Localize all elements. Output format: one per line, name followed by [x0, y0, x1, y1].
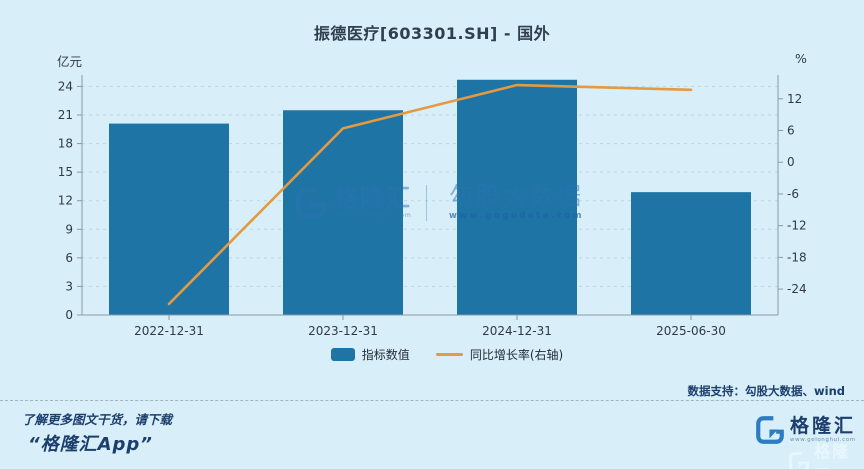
- x-axis-label-2022-12-31: 2022-12-31: [134, 324, 204, 338]
- watermark-partner-text: 勾股大数据: [449, 182, 584, 210]
- right-axis-tick-label: -18: [787, 250, 807, 264]
- gelonghui-logo-icon: [296, 188, 326, 218]
- bar-2024-12-31[interactable]: [457, 79, 577, 315]
- logo-brand-text: 格隆汇: [790, 415, 857, 437]
- left-axis-tick-label: 0: [65, 308, 73, 322]
- right-axis-tick-label: -24: [787, 282, 807, 296]
- left-axis-tick-label: 3: [65, 279, 73, 293]
- left-axis-tick-label: 21: [58, 108, 73, 122]
- left-axis-tick-label: 18: [58, 137, 73, 151]
- left-axis-tick-label: 12: [58, 194, 73, 208]
- bar-2025-06-30[interactable]: [631, 192, 751, 315]
- bar-2023-12-31[interactable]: [283, 110, 403, 315]
- left-axis-tick-label: 9: [65, 222, 73, 236]
- growth-rate-line[interactable]: [167, 83, 693, 306]
- x-axis-label-2025-06-30: 2025-06-30: [656, 324, 726, 338]
- left-axis-tick-label: 6: [65, 251, 73, 265]
- watermark-brand-url: www.gelonghui.com: [334, 212, 412, 219]
- legend-item-bar[interactable]: 指标数值: [330, 346, 410, 363]
- watermark-brand-block: 格隆汇 www.gelonghui.com: [334, 186, 412, 219]
- watermark-partner-url: www.gogudata.com: [449, 211, 584, 221]
- data-support-note: 数据支持：勾股大数据、wind: [687, 384, 845, 398]
- watermark-brand-text: 格隆汇: [334, 184, 412, 212]
- legend-item-line[interactable]: 同比增长率(右轴): [435, 346, 564, 363]
- watermark-partner-block: 勾股大数据 www.gogudata.com: [449, 184, 584, 221]
- legend-line-label: 同比增长率(右轴): [469, 348, 564, 362]
- right-axis-tick-label: 0: [787, 155, 795, 169]
- right-axis-tick-label: -12: [787, 219, 807, 233]
- logo-text-block: 格隆汇 www.gelonghui.com: [790, 416, 856, 443]
- gelonghui-logo-icon: [789, 451, 809, 469]
- line-series-swatch: [435, 353, 463, 356]
- legend-bar-label: 指标数值: [361, 348, 410, 362]
- left-axis-tick-label: 15: [58, 165, 73, 179]
- x-axis-label-2024-12-31: 2024-12-31: [482, 324, 552, 338]
- bar-series-swatch: [330, 348, 355, 361]
- right-axis-tick-label: -6: [787, 187, 799, 201]
- logo-url-text: www.gelonghui.com: [790, 436, 856, 443]
- bar-2022-12-31[interactable]: [109, 123, 229, 315]
- watermark-divider: [426, 184, 427, 221]
- gelonghui-logo-echo: 格隆汇: [789, 438, 864, 469]
- gelonghui-logo-icon: [756, 416, 784, 444]
- footer-dashed-divider: [0, 400, 864, 401]
- left-axis-tick-label: 24: [58, 79, 73, 93]
- x-axis-label-2023-12-31: 2023-12-31: [308, 324, 378, 338]
- chart-title: 振德医疗[603301.SH] - 国外: [313, 24, 551, 43]
- right-axis-tick-label: 6: [787, 124, 795, 138]
- chart-plot-area: 0 3 6 9 12 15 18 21 24 -24 -18 -12 -6 0 6 12 2022-12-31 2…: [58, 75, 807, 338]
- left-axis-unit-label: 亿元: [57, 54, 83, 69]
- promo-text-line1: 了解更多图文干货，请下载: [22, 412, 173, 427]
- promo-text-line2: “格隆汇App”: [28, 434, 153, 455]
- logo-echo-brand-text: 格隆汇: [814, 442, 851, 469]
- right-axis-unit-label: %: [795, 51, 807, 66]
- right-axis-tick-label: 12: [787, 92, 802, 106]
- gelonghui-logo: 格隆汇 www.gelonghui.com: [756, 416, 856, 444]
- chart-legend: 指标数值 同比增长率(右轴): [0, 346, 864, 363]
- center-watermark: 格隆汇 www.gelonghui.com 勾股大数据 www.gogudata…: [296, 184, 584, 221]
